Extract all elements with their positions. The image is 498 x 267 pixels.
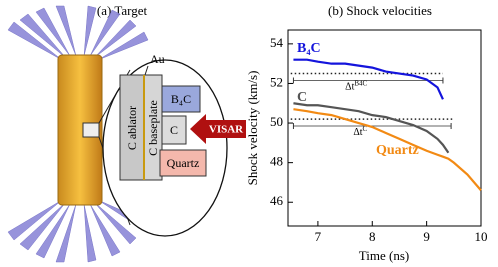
laser-beams bbox=[7, 5, 149, 263]
interval-label-base: Δt bbox=[353, 127, 362, 138]
panel-a-title: (a) Target bbox=[97, 3, 148, 18]
series-label: Quartz bbox=[376, 143, 419, 158]
y-tick-label: 52 bbox=[270, 74, 283, 89]
x-tick-label: 9 bbox=[423, 229, 430, 244]
quartz-sample bbox=[159, 149, 207, 177]
au-pointer bbox=[144, 65, 149, 76]
y-tick-label: 50 bbox=[270, 114, 283, 129]
y-tick-label: 46 bbox=[270, 193, 284, 208]
c-ablator bbox=[119, 74, 145, 181]
au-label: Au bbox=[150, 52, 165, 66]
series-line bbox=[293, 108, 482, 192]
x-tick-label: 7 bbox=[315, 229, 322, 244]
series-line bbox=[293, 58, 444, 100]
c-ablator-label: C ablator bbox=[125, 106, 139, 150]
b4c-sample bbox=[161, 85, 201, 113]
y-axis-label: Shock velocity (km/s) bbox=[245, 71, 260, 186]
series-label: C bbox=[297, 90, 307, 105]
chart-title: (b) Shock velocities bbox=[328, 3, 432, 18]
quartz-label: Quartz bbox=[167, 156, 200, 170]
x-tick-label: 10 bbox=[475, 229, 488, 244]
series-line bbox=[293, 102, 450, 154]
interval-label-sup: C bbox=[363, 125, 368, 133]
hohlraum bbox=[57, 54, 103, 206]
plot-frame bbox=[287, 29, 482, 227]
target-window bbox=[82, 122, 100, 138]
visar-arrow bbox=[190, 114, 246, 144]
b4c-label: B₄C bbox=[171, 92, 191, 106]
y-tick-label: 48 bbox=[270, 154, 283, 169]
x-tick-label: 8 bbox=[369, 229, 376, 244]
c-baseplate-label: C baseplate bbox=[146, 100, 160, 156]
interval-label: ΔtB4C bbox=[345, 79, 367, 93]
c-sample bbox=[161, 115, 187, 145]
c-label: C bbox=[170, 123, 178, 137]
interval-label-sup: B4C bbox=[354, 79, 367, 87]
x-axis-label: Time (ns) bbox=[359, 248, 409, 263]
y-tick-label: 54 bbox=[270, 35, 284, 50]
interval-label: ΔtC bbox=[353, 125, 367, 139]
series-label: B₄C bbox=[297, 41, 321, 56]
interval-label-base: Δt bbox=[345, 82, 354, 93]
visar-label: VISAR bbox=[209, 124, 244, 136]
